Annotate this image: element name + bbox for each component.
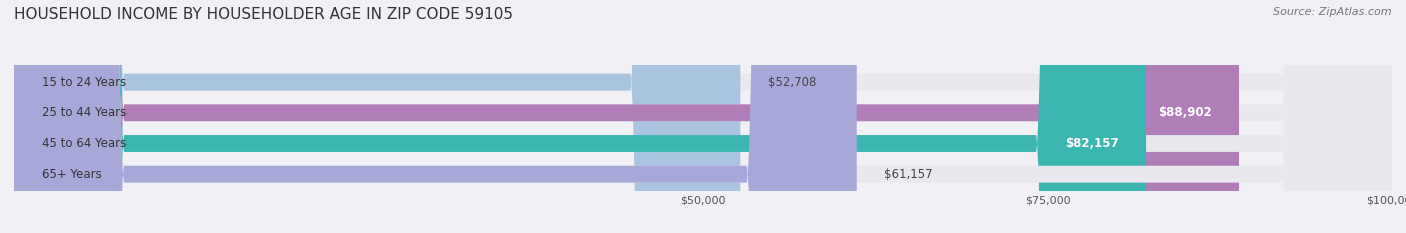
Text: $52,708: $52,708 (768, 76, 817, 89)
FancyBboxPatch shape (14, 0, 1392, 233)
FancyBboxPatch shape (14, 0, 1392, 233)
FancyBboxPatch shape (14, 0, 1392, 233)
Text: 15 to 24 Years: 15 to 24 Years (42, 76, 127, 89)
Text: 25 to 44 Years: 25 to 44 Years (42, 106, 127, 119)
Text: HOUSEHOLD INCOME BY HOUSEHOLDER AGE IN ZIP CODE 59105: HOUSEHOLD INCOME BY HOUSEHOLDER AGE IN Z… (14, 7, 513, 22)
Text: $88,902: $88,902 (1157, 106, 1212, 119)
FancyBboxPatch shape (14, 0, 741, 233)
Text: 65+ Years: 65+ Years (42, 168, 101, 181)
Text: $82,157: $82,157 (1064, 137, 1119, 150)
FancyBboxPatch shape (14, 0, 856, 233)
FancyBboxPatch shape (14, 0, 1239, 233)
FancyBboxPatch shape (14, 0, 1146, 233)
Text: 45 to 64 Years: 45 to 64 Years (42, 137, 127, 150)
FancyBboxPatch shape (14, 0, 1392, 233)
Text: $61,157: $61,157 (884, 168, 934, 181)
Text: Source: ZipAtlas.com: Source: ZipAtlas.com (1274, 7, 1392, 17)
